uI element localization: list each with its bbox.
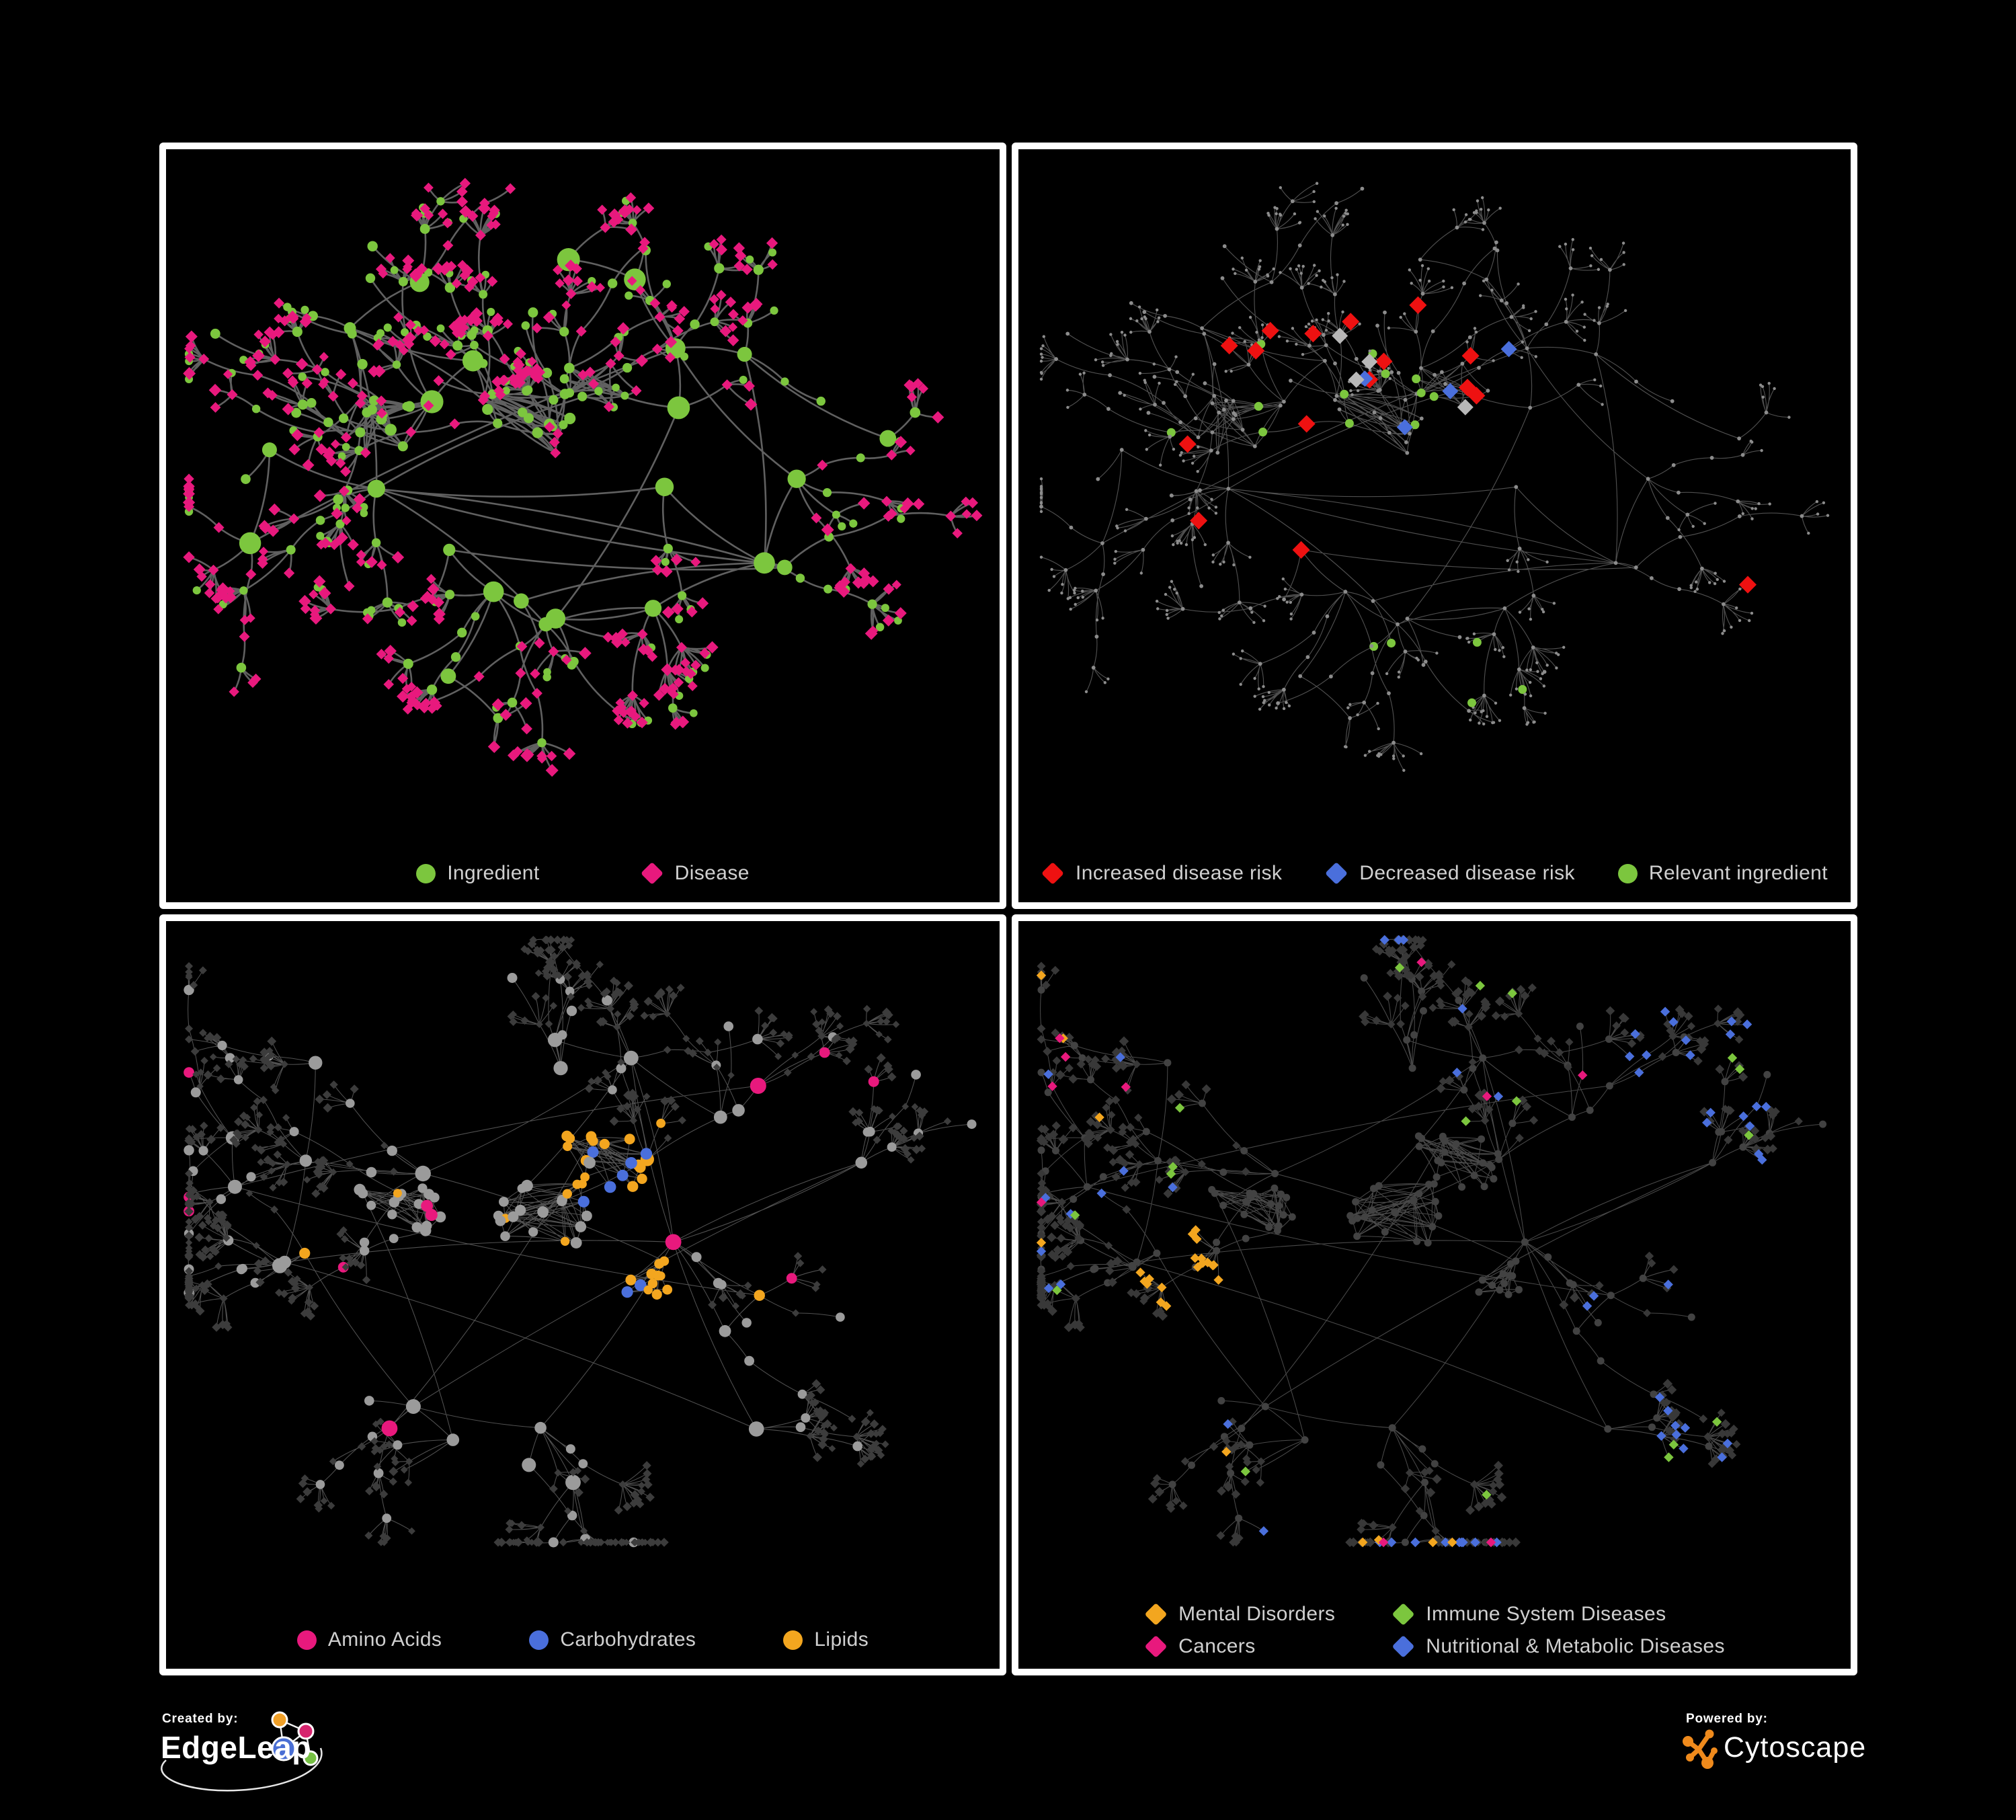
legend-label: Disease: [674, 862, 750, 884]
legend-label: Carbohydrates: [560, 1628, 696, 1651]
created-by-label: Created by:: [162, 1712, 239, 1726]
legend-item-decreased-disease-risk: Decreased disease risk: [1325, 862, 1575, 885]
legend-label: Relevant ingredient: [1648, 862, 1828, 884]
network-graph-ingredient-disease: [182, 177, 983, 777]
network-graph-disease-categories: [1036, 935, 1827, 1548]
legend-item-relevant-ingredient: Relevant ingredient: [1617, 862, 1828, 885]
network-graph-disease-risk: [1039, 182, 1830, 773]
legend-item-immune-system-diseases: Immune System Diseases: [1392, 1603, 1666, 1626]
legend-label: Nutritional & Metabolic Diseases: [1426, 1635, 1725, 1657]
legend-disease-risk: Increased disease risk Decreased disease …: [1018, 862, 1851, 885]
diamond-marker-icon: [1392, 1603, 1415, 1626]
diamond-marker-icon: [1144, 1635, 1168, 1658]
circle-marker-icon: [1617, 863, 1638, 883]
network-nodes: [1039, 182, 1830, 773]
legend-ingredient-disease: Ingredient Disease: [166, 862, 1000, 885]
network-edges: [1040, 183, 1828, 771]
legend-label: Amino Acids: [327, 1628, 442, 1651]
circle-marker-icon: [529, 1630, 549, 1650]
legend-item-disease: Disease: [640, 862, 750, 885]
edgeleap-logo-text: EdgeLeap: [161, 1730, 311, 1765]
network-graph-nutrient-classes: [184, 935, 977, 1548]
legend-nutrient-classes: Amino Acids Carbohydrates Lipids: [166, 1628, 1000, 1651]
legend-label: Immune System Diseases: [1426, 1603, 1666, 1625]
legend-item-increased-disease-risk: Increased disease risk: [1041, 862, 1282, 885]
legend-item-ingredient: Ingredient: [416, 862, 539, 885]
circle-marker-icon: [783, 1630, 803, 1650]
legend-item-mental-disorders: Mental Disorders: [1144, 1603, 1335, 1626]
circle-marker-icon: [416, 863, 436, 883]
cytoscape-branding: Powered by: Cytoscape: [1679, 1706, 1894, 1801]
legend-label: Cancers: [1178, 1635, 1256, 1657]
legend-label: Ingredient: [447, 862, 540, 884]
circle-marker-icon: [296, 1630, 317, 1650]
panel-disease-risk: Increased disease risk Decreased disease …: [1012, 143, 1857, 909]
legend-label: Decreased disease risk: [1359, 862, 1575, 884]
network-edges: [187, 182, 978, 772]
diamond-marker-icon: [1325, 862, 1348, 885]
legend-item-carbohydrates: Carbohydrates: [529, 1628, 696, 1651]
legend-disease-categories: Mental Disorders Immune System Diseases Ca…: [1144, 1603, 1725, 1658]
cytoscape-logo-text: Cytoscape: [1724, 1731, 1867, 1764]
panel-ingredient-disease: Ingredient Disease: [159, 143, 1006, 909]
network-nodes: [1036, 935, 1827, 1548]
legend-item-amino-acids: Amino Acids: [296, 1628, 442, 1651]
diamond-marker-icon: [640, 862, 663, 885]
network-nodes: [184, 935, 977, 1548]
edgeleap-branding: Created by: EdgeLeap: [151, 1706, 360, 1814]
edgeleap-logo-icon: [161, 1711, 323, 1792]
legend-label: Increased disease risk: [1076, 862, 1283, 884]
legend-label: Lipids: [814, 1628, 869, 1651]
diamond-marker-icon: [1144, 1603, 1168, 1626]
legend-item-cancers: Cancers: [1144, 1635, 1256, 1658]
panel-nutrient-classes: Amino Acids Carbohydrates Lipids: [159, 914, 1006, 1675]
panel-disease-categories: Mental Disorders Immune System Diseases Ca…: [1012, 914, 1857, 1675]
network-edges: [187, 939, 973, 1544]
legend-item-lipids: Lipids: [783, 1628, 869, 1651]
legend-label: Mental Disorders: [1178, 1603, 1336, 1625]
network-nodes: [182, 177, 983, 777]
diamond-marker-icon: [1392, 1635, 1415, 1658]
powered-by-label: Powered by:: [1686, 1712, 1768, 1726]
network-edges: [1039, 939, 1824, 1544]
legend-item-nutritional-metabolic-diseases: Nutritional & Metabolic Diseases: [1392, 1635, 1725, 1658]
cytoscape-logo-icon: [1683, 1729, 1718, 1769]
diamond-marker-icon: [1041, 862, 1064, 885]
